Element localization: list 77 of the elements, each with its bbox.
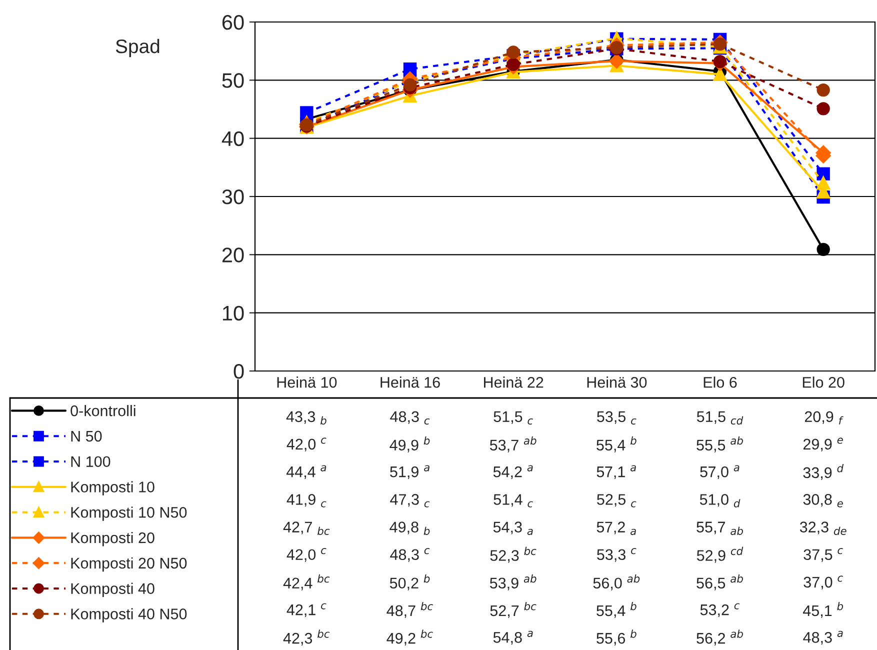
data-label: 50,2 $^{b}$ (390, 574, 430, 590)
x-tick-label: Heinä 22 (484, 376, 544, 388)
data-label: 42,0 $^{c}$ (286, 438, 326, 452)
y-tick-label: 10 (223, 306, 244, 321)
data-label: 41,9 $_{c}$ (286, 494, 326, 508)
data-label: 37,5 $^{c}$ (804, 548, 843, 562)
data-label: 54,8 $^{a}$ (493, 630, 533, 645)
data-label: 49,9 $^{b}$ (390, 436, 430, 452)
data-label: 55,7 $_{ab}$ (696, 522, 743, 535)
data-label: 44,4 $^{a}$ (286, 465, 326, 480)
data-label: 57,1 $^{a}$ (596, 465, 636, 480)
data-label: 32,3 $_{de}$ (800, 522, 846, 535)
data-label: 48,3 $_{c}$ (390, 411, 430, 425)
data-label: 29,9 $^{e}$ (803, 438, 843, 452)
legend-label: Komposti 40 N50 (71, 608, 187, 622)
legend-label: Komposti 10 N50 (71, 506, 187, 521)
y-tick-label: 0 (234, 364, 244, 379)
data-label: 47,3 $_{c}$ (390, 494, 430, 508)
x-tick-label: Elo 20 (802, 376, 844, 388)
data-label: 53,9 $^{ab}$ (490, 574, 536, 590)
data-label: 20,9 $_{f}$ (804, 411, 844, 424)
legend-label: Komposti 40 (71, 582, 154, 598)
data-label: 53,7 $^{ab}$ (490, 436, 536, 452)
data-label: 52,3 $^{bc}$ (490, 546, 536, 563)
y-tick-label: 50 (222, 73, 244, 88)
data-label: 53,5 $_{c}$ (597, 411, 636, 425)
y-axis-title: Spad (116, 38, 160, 58)
data-label: 55,4 $^{b}$ (596, 602, 636, 618)
data-label: 45,1 $^{b}$ (802, 602, 844, 618)
legend-label: 0-kontrolli (70, 405, 136, 416)
legend-label: Komposti 20 N50 (71, 557, 187, 572)
data-label: 51,9 $^{a}$ (390, 465, 430, 480)
data-label: 33,9 $^{d}$ (803, 464, 844, 480)
y-tick-label: 40 (222, 131, 244, 146)
legend-label: N 100 (71, 456, 110, 468)
data-label: 48,3 $^{a}$ (803, 630, 843, 645)
y-tick-label: 30 (222, 190, 244, 204)
legend-label: Komposti 20 (71, 532, 154, 546)
x-tick-label: Elo 6 (704, 376, 737, 388)
data-label: 42,1 $^{c}$ (286, 603, 326, 618)
data-label: 42,0 $^{c}$ (286, 548, 326, 562)
data-label: 57,0 $^{a}$ (700, 465, 740, 480)
data-label: 51,5 $_{cd}$ (696, 411, 744, 425)
data-label: 53,2 $^{c}$ (700, 603, 740, 618)
y-tick-label: 60 (222, 15, 244, 30)
data-label: 49,8 $_{b}$ (390, 522, 430, 535)
x-tick-label: Heinä 10 (277, 376, 337, 388)
legend-label: Komposti 10 (71, 481, 154, 496)
data-label: 54,3 $_{a}$ (493, 522, 533, 535)
legend-label: N 50 (71, 430, 102, 442)
data-label: 55,5 $^{ab}$ (696, 436, 743, 452)
y-tick-label: 20 (222, 248, 244, 262)
data-label: 52,9 $^{cd}$ (696, 546, 744, 563)
data-label: 57,2 $_{a}$ (596, 522, 636, 535)
data-label: 55,4 $^{b}$ (596, 436, 636, 452)
data-label: 49,2 $^{bc}$ (386, 630, 433, 646)
data-label: 51,0 $_{d}$ (700, 494, 740, 508)
data-label: 56,0 $^{ab}$ (593, 574, 640, 590)
data-label: 52,5 $_{c}$ (597, 494, 636, 508)
data-label: 37,0 $^{c}$ (804, 576, 843, 590)
x-tick-label: Heinä 30 (587, 376, 647, 388)
data-label: 42,3 $^{bc}$ (283, 630, 330, 646)
data-label: 51,4 $_{c}$ (494, 494, 533, 508)
data-label: 51,5 $_{c}$ (494, 411, 533, 425)
data-label: 56,5 $^{ab}$ (696, 574, 743, 590)
data-label: 48,7 $^{bc}$ (386, 602, 433, 618)
data-label: 43,3 $_{b}$ (286, 411, 326, 425)
x-tick-label: Heinä 16 (380, 376, 440, 388)
data-label: 53,3 $^{c}$ (597, 548, 636, 562)
data-label: 55,6 $^{b}$ (596, 630, 636, 646)
data-label: 52,7 $^{bc}$ (490, 602, 536, 618)
data-label: 56,2 $^{ab}$ (696, 630, 743, 646)
data-label: 30,8 $_{e}$ (803, 494, 843, 508)
data-label: 42,7 $_{bc}$ (283, 522, 330, 535)
data-label: 54,2 $^{a}$ (493, 465, 533, 480)
data-label: 48,3 $^{c}$ (390, 548, 430, 562)
data-label: 42,4 $^{bc}$ (283, 574, 330, 590)
